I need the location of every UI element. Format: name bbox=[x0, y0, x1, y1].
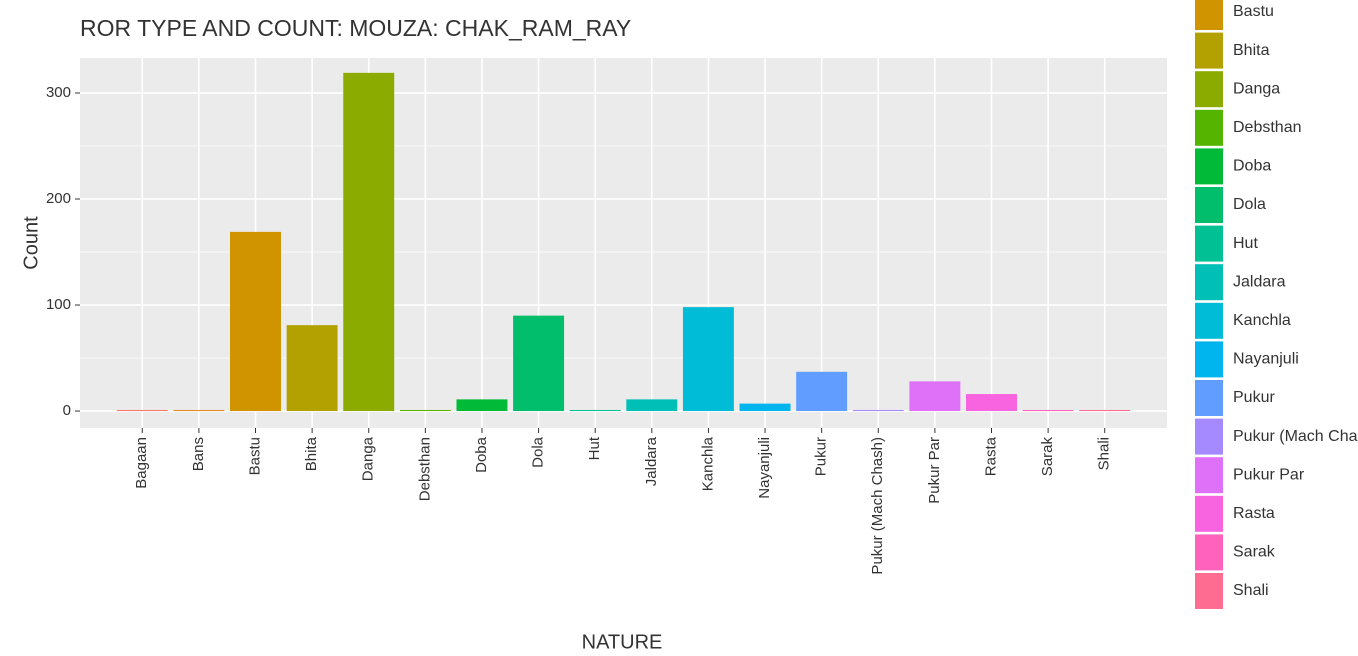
chart-title: ROR TYPE AND COUNT: MOUZA: CHAK_RAM_RAY bbox=[80, 15, 631, 41]
x-tick-label: Pukur Par bbox=[926, 437, 943, 504]
legend-label: Kanchla bbox=[1233, 312, 1291, 329]
bar bbox=[456, 399, 508, 412]
x-tick-label: Sarak bbox=[1039, 437, 1056, 477]
legend-label: Shali bbox=[1233, 582, 1269, 599]
x-tick-label: Danga bbox=[360, 436, 377, 481]
legend-label: Nayanjuli bbox=[1233, 351, 1299, 368]
legend-label: Sarak bbox=[1233, 544, 1276, 561]
x-tick-label: Debsthan bbox=[416, 437, 433, 501]
legend-label: Hut bbox=[1233, 235, 1258, 252]
legend-label: Danga bbox=[1233, 80, 1280, 97]
legend-label: Pukur (Mach Chash) bbox=[1233, 428, 1358, 445]
legend-key bbox=[1195, 71, 1223, 108]
legend-key bbox=[1195, 573, 1223, 609]
bar bbox=[1022, 409, 1074, 412]
x-tick-label: Bagaan bbox=[133, 437, 150, 489]
y-tick-label: 0 bbox=[63, 402, 71, 419]
bar bbox=[173, 409, 225, 412]
bar bbox=[513, 315, 565, 412]
bar bbox=[626, 399, 678, 412]
x-tick-label: Doba bbox=[473, 436, 490, 473]
legend-label: Jaldara bbox=[1233, 273, 1286, 290]
legend-key bbox=[1195, 0, 1223, 30]
y-tick-label: 200 bbox=[46, 190, 71, 207]
bar bbox=[796, 371, 848, 412]
legend-label: Pukur Par bbox=[1233, 466, 1305, 483]
y-tick-label: 300 bbox=[46, 84, 71, 101]
legend-key bbox=[1195, 457, 1223, 494]
x-tick-label: Rasta bbox=[982, 436, 999, 476]
bar bbox=[116, 409, 168, 412]
legend-key bbox=[1195, 534, 1223, 571]
x-axis-title: NATURE bbox=[582, 631, 663, 653]
x-tick-label: Hut bbox=[586, 436, 603, 460]
legend-key bbox=[1195, 148, 1223, 185]
y-axis-title: Count bbox=[20, 216, 42, 270]
bar bbox=[909, 381, 961, 412]
x-tick-label: Nayanjuli bbox=[756, 437, 773, 499]
legend-label: Bastu bbox=[1233, 3, 1274, 20]
legend-label: Doba bbox=[1233, 158, 1271, 175]
y-tick-label: 100 bbox=[46, 296, 71, 313]
bar bbox=[682, 307, 734, 412]
legend-label: Debsthan bbox=[1233, 119, 1302, 136]
x-tick-label: Bastu bbox=[246, 437, 263, 475]
bar bbox=[343, 72, 395, 412]
legend-key bbox=[1195, 380, 1223, 416]
x-tick-label: Shali bbox=[1096, 437, 1113, 470]
bar bbox=[739, 403, 791, 412]
bar bbox=[569, 409, 621, 412]
legend-key bbox=[1195, 187, 1223, 223]
legend-key bbox=[1195, 418, 1223, 455]
legend-key bbox=[1195, 225, 1223, 262]
legend-label: Bhita bbox=[1233, 42, 1270, 59]
bar bbox=[230, 231, 281, 412]
x-tick-label: Pukur bbox=[813, 437, 830, 476]
legend-key bbox=[1195, 32, 1223, 69]
bar bbox=[399, 409, 451, 412]
legend-key bbox=[1195, 264, 1223, 301]
legend-label: Rasta bbox=[1233, 505, 1275, 522]
bar bbox=[286, 325, 338, 412]
x-tick-label: Pukur (Mach Chash) bbox=[869, 437, 886, 575]
legend-key bbox=[1195, 341, 1223, 378]
bar bbox=[966, 394, 1017, 412]
x-tick-label: Jaldara bbox=[643, 436, 660, 486]
legend-key bbox=[1195, 109, 1223, 146]
x-tick-label: Kanchla bbox=[699, 436, 716, 491]
bar bbox=[1079, 409, 1131, 412]
legend-key bbox=[1195, 495, 1223, 532]
legend-label: Pukur bbox=[1233, 389, 1275, 406]
legend-key bbox=[1195, 302, 1223, 339]
bar bbox=[852, 409, 904, 412]
x-tick-label: Bans bbox=[190, 437, 207, 471]
legend-label: Dola bbox=[1233, 196, 1266, 213]
x-tick-label: Bhita bbox=[303, 436, 320, 471]
x-tick-label: Dola bbox=[530, 436, 547, 468]
